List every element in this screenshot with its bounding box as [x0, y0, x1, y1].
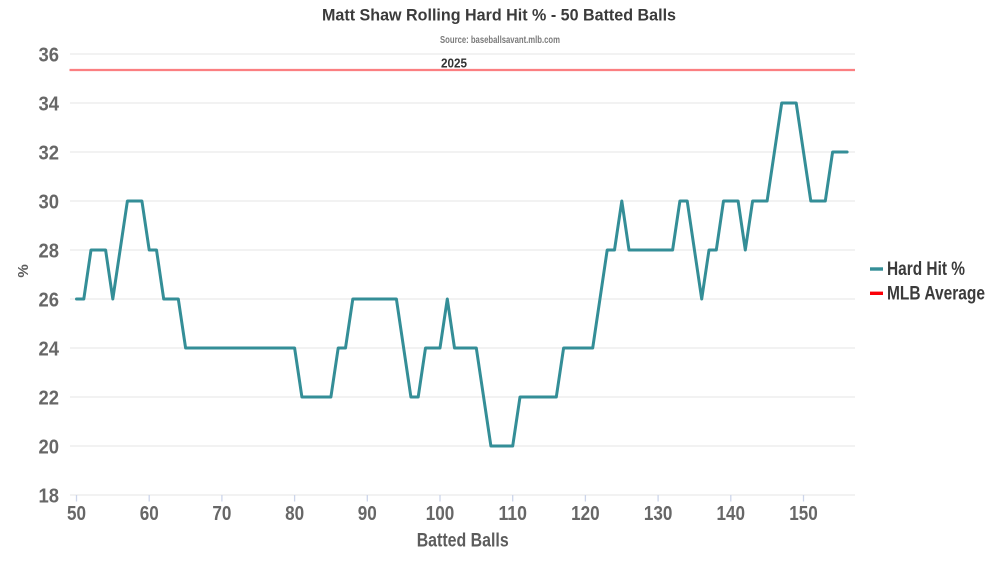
svg-text:28: 28 — [39, 241, 60, 263]
svg-text:30: 30 — [39, 192, 60, 214]
svg-text:140: 140 — [717, 503, 746, 525]
svg-text:32: 32 — [39, 143, 60, 165]
svg-text:130: 130 — [644, 503, 673, 525]
svg-text:2025: 2025 — [441, 57, 467, 71]
svg-text:110: 110 — [498, 503, 527, 525]
svg-text:60: 60 — [140, 503, 159, 525]
svg-text:50: 50 — [67, 503, 86, 525]
svg-text:120: 120 — [571, 503, 600, 525]
svg-text:100: 100 — [426, 503, 455, 525]
svg-text:80: 80 — [285, 503, 304, 525]
svg-text:70: 70 — [212, 503, 231, 525]
svg-text:26: 26 — [39, 290, 60, 312]
svg-text:18: 18 — [39, 486, 60, 508]
svg-text:MLB Average: MLB Average — [887, 283, 985, 305]
svg-text:22: 22 — [39, 388, 60, 410]
svg-text:Hard Hit %: Hard Hit % — [887, 258, 965, 280]
svg-text:24: 24 — [39, 339, 60, 361]
svg-text:Matt Shaw Rolling Hard Hit % -: Matt Shaw Rolling Hard Hit % - 50 Batted… — [322, 6, 676, 25]
svg-text:34: 34 — [39, 94, 60, 116]
svg-text:Batted Balls: Batted Balls — [417, 530, 509, 552]
svg-text:20: 20 — [39, 437, 60, 459]
svg-text:36: 36 — [39, 45, 60, 67]
svg-text:90: 90 — [358, 503, 377, 525]
svg-text:Source: baseballsavant.mlb.com: Source: baseballsavant.mlb.com — [440, 34, 560, 46]
svg-text:150: 150 — [789, 503, 818, 525]
svg-text:%: % — [15, 264, 32, 277]
